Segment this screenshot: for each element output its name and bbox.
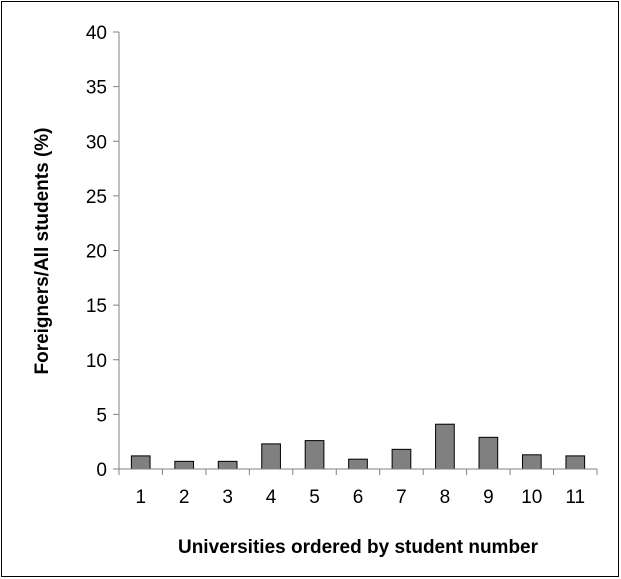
bar-4 [261, 443, 281, 470]
y-tick-label: 20 [86, 242, 107, 263]
bar-10 [521, 454, 542, 470]
bar-7 [391, 448, 412, 470]
x-axis-title: Universities ordered by student number [178, 537, 539, 558]
ticks-group: 0 5 10 15 20 25 30 35 40 1 2 3 4 5 6 7 8 9 10 11 [86, 23, 598, 508]
axes-group [118, 32, 597, 470]
x-tick-label: 10 [521, 487, 542, 508]
bar-1 [130, 455, 151, 470]
y-axis-title: Foreigners/All students (%) [32, 127, 53, 374]
x-tick-label: 6 [353, 487, 364, 508]
y-tick-label: 15 [86, 296, 107, 317]
y-tick-label: 10 [86, 351, 107, 372]
x-tick-label: 2 [179, 487, 190, 508]
y-tick-label: 25 [86, 187, 107, 208]
y-tick-label: 35 [86, 78, 107, 99]
y-tick-label: 0 [96, 460, 107, 481]
x-tick-label: 8 [440, 487, 451, 508]
x-tick-label: 9 [483, 487, 494, 508]
bar-11 [565, 455, 586, 470]
y-tick-label: 40 [86, 23, 107, 44]
x-tick-label: 5 [309, 487, 320, 508]
bar-5 [304, 440, 325, 470]
x-tick-label: 11 [565, 487, 585, 508]
bar-8 [435, 423, 455, 470]
x-tick-label: 7 [396, 487, 407, 508]
x-tick-label: 1 [135, 487, 146, 508]
bar-6 [348, 458, 368, 470]
bars-group [130, 423, 586, 470]
y-tick-label: 30 [86, 132, 107, 153]
y-tick-label: 5 [96, 405, 107, 426]
bar-9 [478, 436, 499, 470]
x-tick-label: 3 [222, 487, 233, 508]
bar-2 [174, 460, 195, 470]
bar-3 [217, 460, 238, 470]
x-tick-label: 4 [266, 487, 277, 508]
